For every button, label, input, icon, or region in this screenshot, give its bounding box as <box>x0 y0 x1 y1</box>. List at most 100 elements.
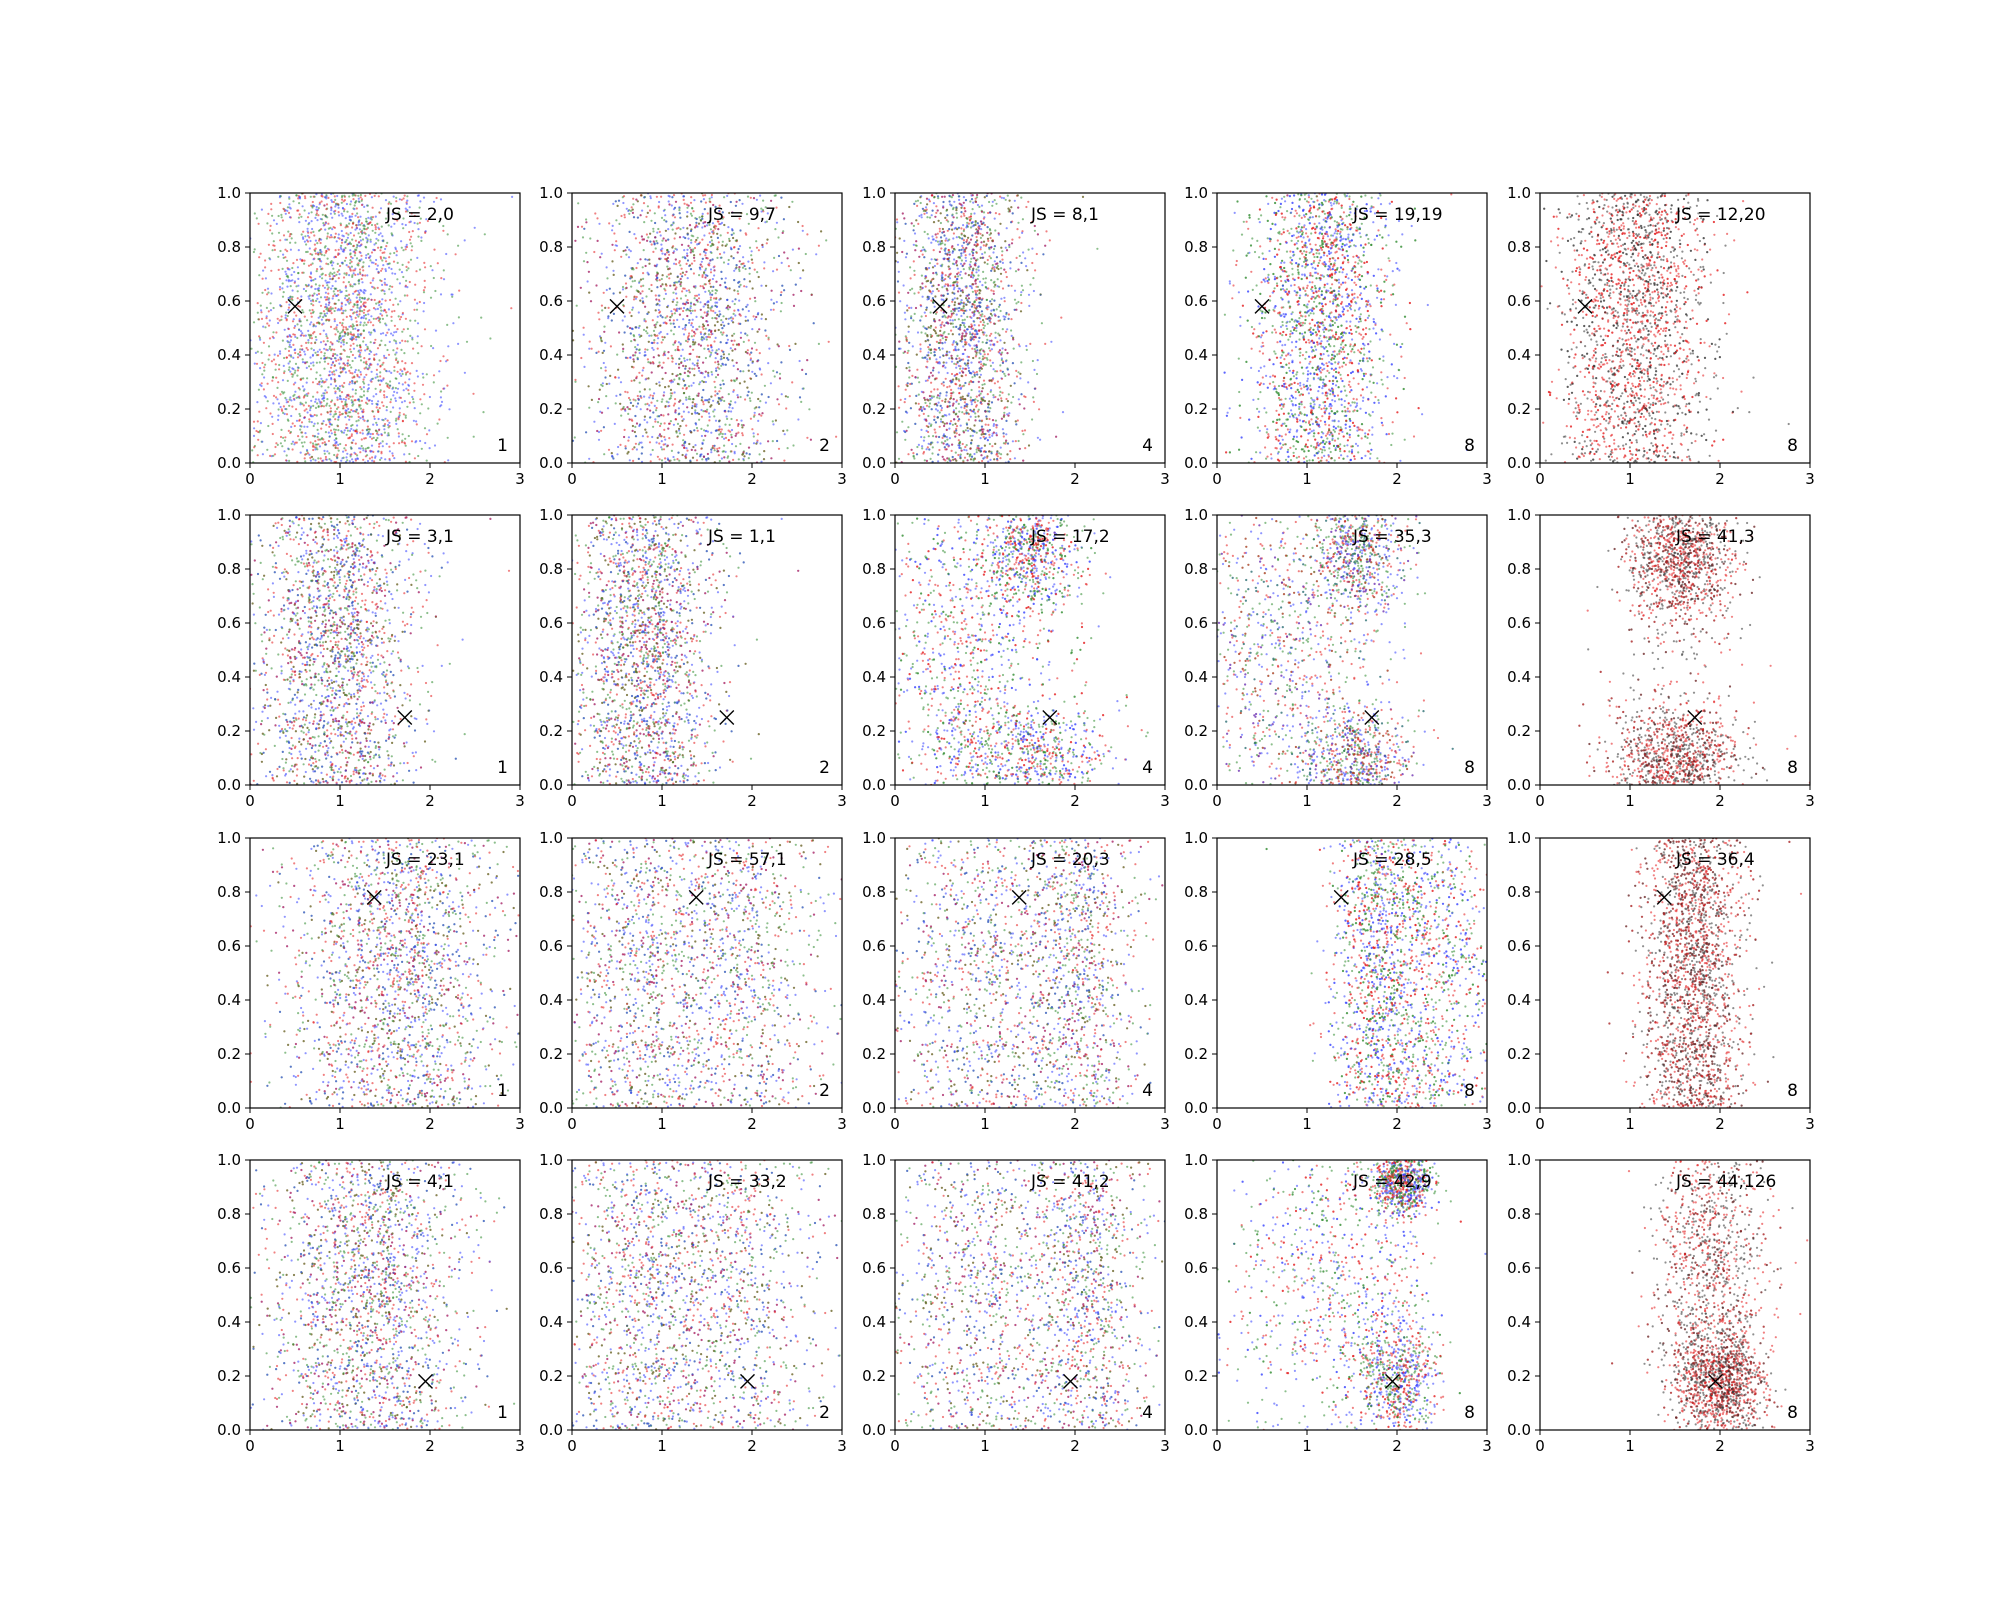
scatter-point <box>341 214 344 217</box>
scatter-point <box>432 347 435 350</box>
scatter-point <box>349 308 352 311</box>
scatter-point <box>662 448 666 451</box>
scatter-point <box>801 229 804 232</box>
scatter-point <box>308 294 311 297</box>
y-tick-label: 0.6 <box>217 292 241 310</box>
scatter-point <box>674 288 677 291</box>
scatter-point <box>358 268 362 271</box>
scatter-point <box>766 238 769 241</box>
scatter-point <box>318 251 322 254</box>
scatter-point <box>731 359 734 362</box>
scatter-point <box>334 392 337 395</box>
scatter-point <box>483 233 486 236</box>
scatter-point <box>362 390 366 393</box>
scatter-point <box>253 427 256 430</box>
scatter-point <box>775 268 779 271</box>
scatter-point <box>266 322 269 325</box>
scatter-point <box>277 408 280 411</box>
scatter-point <box>782 429 785 432</box>
scatter-point <box>646 332 649 335</box>
scatter-point <box>754 300 757 303</box>
scatter-point <box>600 304 604 307</box>
scatter-point <box>686 248 689 251</box>
scatter-point <box>381 363 384 366</box>
scatter-point <box>295 258 299 261</box>
scatter-point <box>367 321 370 324</box>
scatter-point <box>346 333 349 336</box>
scatter-point <box>333 444 336 447</box>
scatter-point <box>722 331 725 334</box>
scatter-point <box>792 293 795 296</box>
scatter-point <box>384 299 387 302</box>
scatter-point <box>309 406 312 410</box>
scatter-point <box>393 457 396 460</box>
scatter-point <box>341 322 344 325</box>
scatter-point <box>672 222 675 225</box>
scatter-point <box>735 200 738 203</box>
scatter-point <box>327 196 330 199</box>
scatter-point <box>634 425 637 428</box>
scatter-point <box>755 442 758 445</box>
scatter-point <box>323 312 326 315</box>
scatter-point <box>749 358 752 362</box>
scatter-point <box>316 350 319 353</box>
scatter-point <box>733 380 736 383</box>
scatter-point <box>329 429 333 432</box>
scatter-point <box>588 347 591 350</box>
scatter-point <box>302 287 305 291</box>
scatter-point <box>700 315 703 318</box>
scatter-point <box>686 252 689 255</box>
scatter-point <box>320 413 323 416</box>
scatter-point <box>267 243 270 246</box>
scatter-point <box>684 236 687 240</box>
scatter-point <box>728 423 731 426</box>
scatter-point <box>389 202 393 205</box>
scatter-point <box>394 399 397 402</box>
scatter-point <box>457 342 460 345</box>
scatter-point <box>686 358 689 361</box>
scatter-point <box>660 341 663 344</box>
scatter-point <box>366 241 369 244</box>
scatter-point <box>395 330 398 333</box>
scatter-point <box>686 259 690 262</box>
scatter-point <box>718 204 721 207</box>
scatter-point <box>303 262 306 265</box>
scatter-point <box>657 205 660 208</box>
scatter-point <box>716 320 719 323</box>
scatter-point <box>346 355 349 358</box>
scatter-point <box>673 262 676 265</box>
scatter-point <box>418 268 422 271</box>
scatter-point <box>701 257 704 260</box>
scatter-point <box>601 382 605 385</box>
scatter-point <box>362 261 365 264</box>
scatter-point <box>381 401 384 404</box>
scatter-point <box>337 211 340 214</box>
scatter-point <box>701 379 704 383</box>
scatter-point <box>718 446 721 450</box>
scatter-point <box>359 407 362 410</box>
scatter-point <box>692 348 695 351</box>
scatter-point <box>313 243 316 246</box>
scatter-point <box>343 367 346 370</box>
scatter-point <box>261 373 264 376</box>
scatter-point <box>710 193 714 197</box>
scatter-point <box>636 358 639 361</box>
scatter-point <box>651 341 654 345</box>
scatter-point <box>390 267 393 271</box>
scatter-point <box>705 314 708 317</box>
scatter-point <box>386 212 389 215</box>
scatter-point <box>271 422 274 425</box>
scatter-point <box>252 250 255 254</box>
scatter-point <box>307 329 310 332</box>
scatter-point <box>371 410 375 413</box>
scatter-point <box>780 291 783 294</box>
scatter-point <box>721 327 724 330</box>
scatter-point <box>250 347 253 350</box>
scatter-point <box>684 365 687 368</box>
scatter-point <box>694 240 697 243</box>
scatter-point <box>390 291 393 294</box>
scatter-point <box>620 214 623 218</box>
scatter-point <box>306 234 310 237</box>
scatter-point <box>281 379 285 382</box>
scatter-point <box>704 430 707 433</box>
